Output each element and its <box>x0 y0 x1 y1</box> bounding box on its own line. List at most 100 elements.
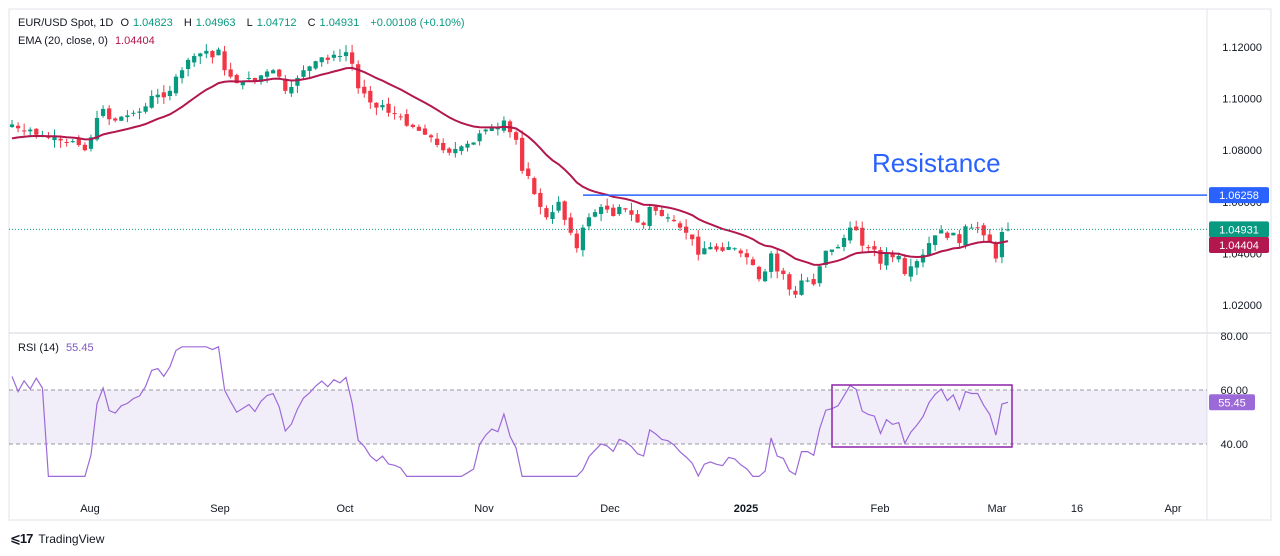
candle-body <box>732 248 737 250</box>
candle-body <box>756 266 762 280</box>
candle-body <box>228 69 233 77</box>
candle-body <box>854 226 859 231</box>
candle-body <box>932 235 938 245</box>
close-value: C 1.04931 <box>307 17 360 29</box>
candle-body <box>434 138 440 146</box>
candle-body <box>459 146 464 152</box>
candle-body <box>88 137 94 149</box>
candle-body <box>586 217 592 227</box>
time-tick-label: Aug <box>80 503 100 515</box>
candle-body <box>307 66 312 71</box>
candle-body <box>295 77 300 86</box>
candle-body <box>252 77 258 82</box>
candle-body <box>793 290 798 295</box>
price-tick-label: 1.02000 <box>1222 300 1262 312</box>
rsi-legend: RSI (14) 55.45 <box>18 342 98 354</box>
candle-body <box>131 112 136 114</box>
open-value: O 1.04823 <box>120 17 173 29</box>
candle-body <box>501 120 507 131</box>
candle-body <box>580 227 586 251</box>
time-tick-label: Sep <box>210 503 230 515</box>
change-value: +0.00108 (+0.10%) <box>370 17 465 29</box>
candle-body <box>829 249 835 252</box>
tradingview-logo[interactable]: ⩽17 TradingView <box>10 531 104 547</box>
candle-body <box>70 141 75 143</box>
candle-body <box>762 271 768 282</box>
candle-body <box>380 105 385 108</box>
price-tick-label: 1.10000 <box>1222 94 1262 106</box>
candle-body <box>945 232 950 238</box>
candle-body <box>113 118 118 121</box>
candle-body <box>769 253 774 272</box>
candle-body <box>447 148 452 153</box>
high-value: H 1.04963 <box>183 17 236 29</box>
candle-body <box>696 236 701 255</box>
ema-price-text: 1.04404 <box>1219 240 1259 252</box>
candle-body <box>647 206 652 227</box>
time-tick-label: Oct <box>336 503 353 515</box>
candle-body <box>368 90 373 103</box>
candlestick-series <box>9 44 1011 299</box>
candle-body <box>143 106 148 112</box>
candle-body <box>787 274 792 290</box>
candle-body <box>526 168 531 176</box>
candle-body <box>404 114 409 126</box>
symbol-title[interactable]: EUR/USD Spot, 1D <box>18 17 114 29</box>
candle-body <box>902 258 907 275</box>
candle-body <box>234 74 239 84</box>
candle-body <box>841 237 847 247</box>
candle-body <box>641 222 646 226</box>
candle-body <box>629 210 634 215</box>
candle-body <box>422 128 428 135</box>
candle-body <box>550 212 555 220</box>
rsi-tick-label: 40.00 <box>1220 439 1248 451</box>
candle-body <box>598 206 604 214</box>
candle-body <box>264 71 270 77</box>
candle-body <box>847 227 853 241</box>
candle-body <box>76 138 81 146</box>
ema-label[interactable]: EMA (20, close, 0) <box>18 35 108 47</box>
candle-body <box>374 102 379 108</box>
candle-body <box>416 126 422 131</box>
candle-body <box>805 280 810 282</box>
candle-body <box>987 234 992 242</box>
candle-body <box>161 92 166 98</box>
candle-body <box>520 137 525 171</box>
price-axis: 1.120001.100001.080001.060001.040001.020… <box>1222 42 1262 312</box>
candle-body <box>149 96 154 108</box>
candle-body <box>811 279 816 285</box>
candle-body <box>216 49 221 56</box>
candle-body <box>246 77 251 79</box>
rsi-value: 55.45 <box>66 342 94 354</box>
candle-body <box>319 57 324 63</box>
time-tick-label: Mar <box>988 503 1007 515</box>
price-tick-label: 1.08000 <box>1222 145 1262 157</box>
rsi-band <box>9 390 1207 444</box>
candle-body <box>258 75 264 82</box>
candle-body <box>605 205 610 210</box>
candle-body <box>1005 229 1011 231</box>
rsi-label[interactable]: RSI (14) <box>18 342 59 354</box>
candle-body <box>100 108 106 116</box>
candle-body <box>477 133 482 142</box>
candle-body <box>277 69 282 77</box>
candle-body <box>708 246 713 250</box>
candle-body <box>513 132 519 140</box>
candle-body <box>957 234 962 244</box>
candle-body <box>975 227 980 229</box>
candle-body <box>659 209 664 216</box>
candle-body <box>173 76 179 94</box>
candle-body <box>671 219 677 222</box>
candle-body <box>999 231 1005 258</box>
candle-body <box>884 253 889 266</box>
candle-body <box>914 261 920 268</box>
candle-body <box>386 103 391 113</box>
candle-body <box>963 226 968 246</box>
candle-body <box>283 78 288 91</box>
candle-body <box>617 206 622 214</box>
close-price-text: 1.04931 <box>1219 224 1259 236</box>
candle-body <box>337 56 343 58</box>
candle-body <box>441 142 446 151</box>
time-tick-label: Nov <box>474 503 494 515</box>
